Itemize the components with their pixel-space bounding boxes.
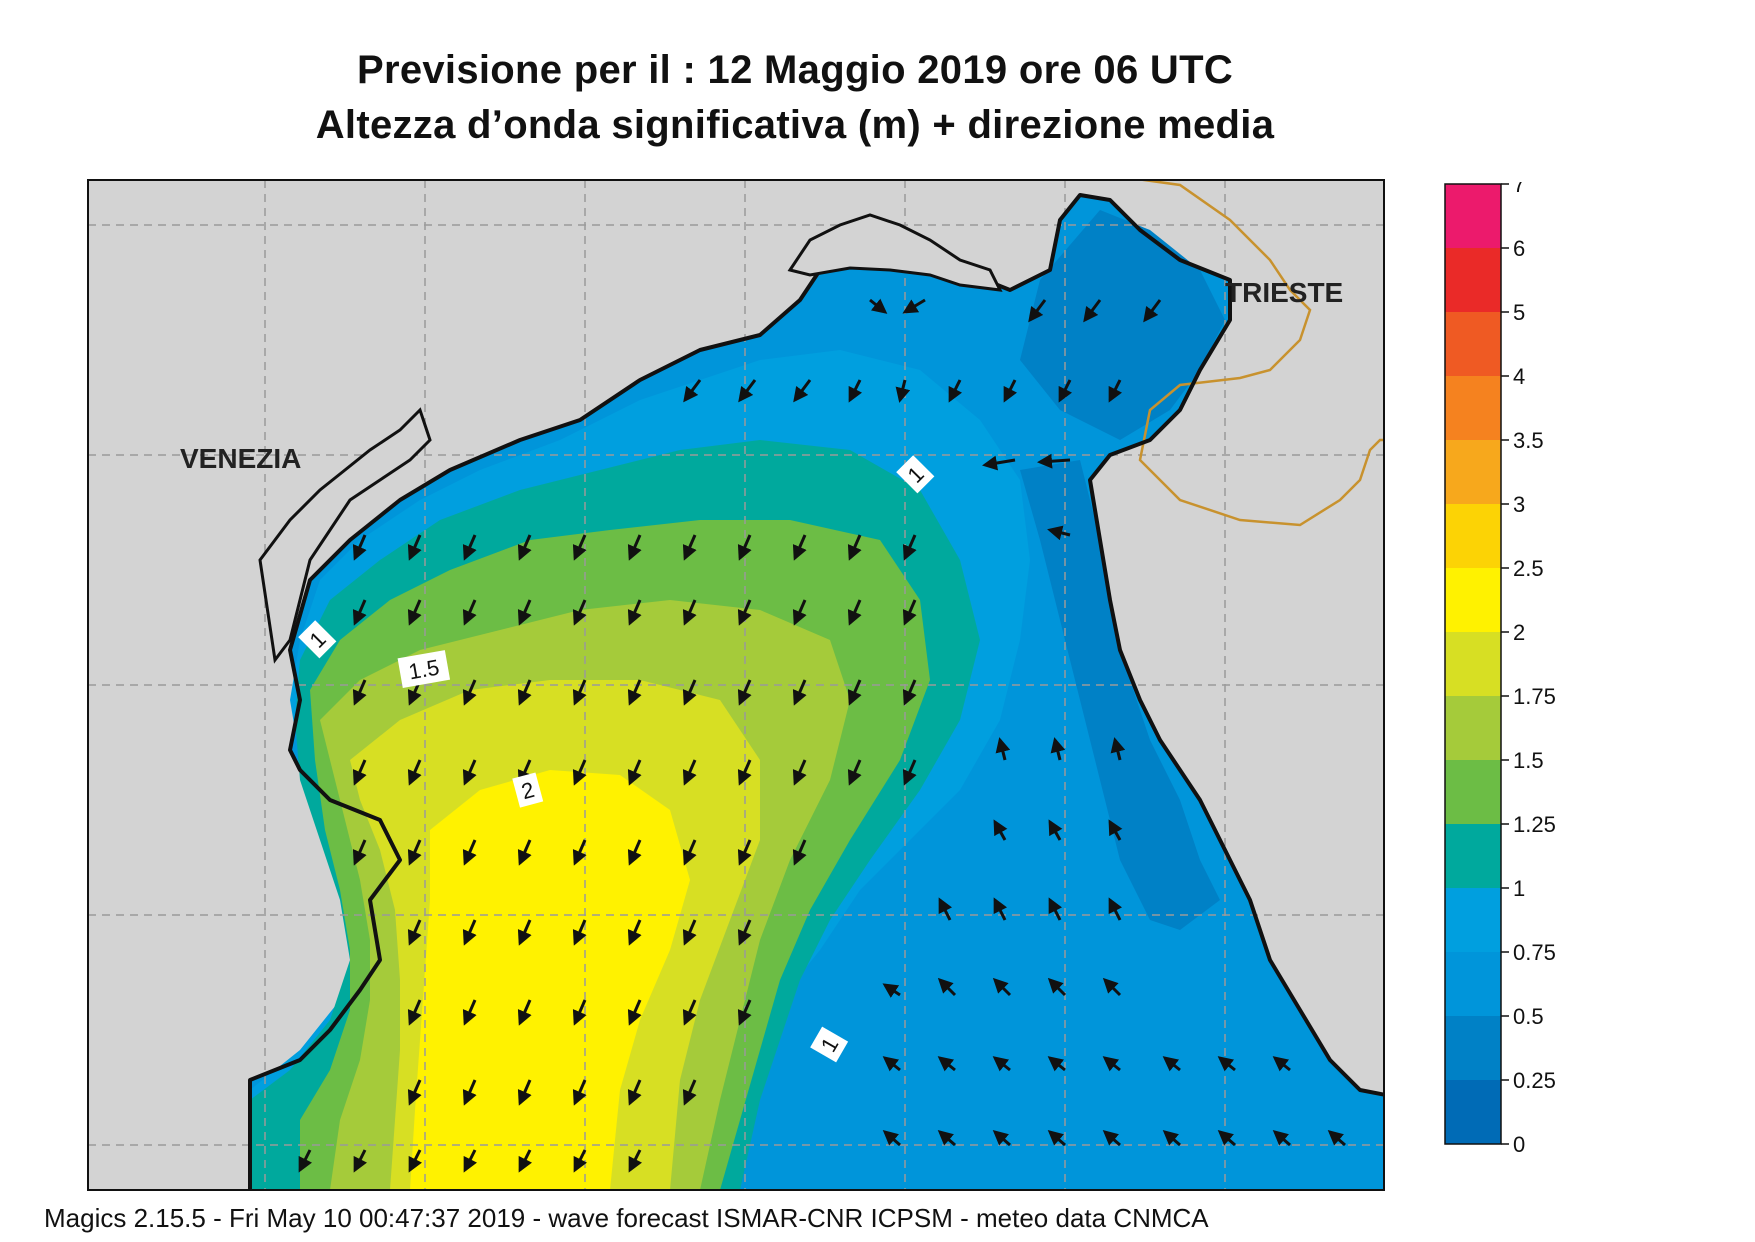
colorbar-swatch (1445, 1016, 1501, 1081)
city-label-trieste: TRIESTE (1225, 277, 1343, 308)
colorbar-swatch (1445, 824, 1501, 889)
city-label-venezia: VENEZIA (180, 443, 301, 474)
colorbar-tick-label: 0 (1513, 1132, 1525, 1157)
colorbar-tick-label: 4 (1513, 364, 1525, 389)
colorbar-swatch (1445, 184, 1501, 249)
colorbar-tick-label: 1.25 (1513, 812, 1556, 837)
colorbar-legend: 7 6 5 4 3.5 3 2.5 2 1.75 1.5 1.25 1 0.75 0.5 0.25 0 (1444, 182, 1556, 1157)
sea-band-200 (410, 770, 690, 1190)
colorbar-swatch (1445, 632, 1501, 697)
colorbar-swatch (1445, 312, 1501, 377)
map-subtitle: Altezza d’onda significativa (m) + direz… (315, 103, 1275, 147)
colorbar-tick-label: 2 (1513, 620, 1525, 645)
colorbar-swatch (1445, 760, 1501, 825)
colorbar-swatch (1445, 504, 1501, 569)
sea-band-025 (1020, 210, 1225, 440)
wave-direction-arrows (298, 298, 1346, 1173)
colorbar-swatch (1445, 248, 1501, 313)
map-frame (87, 179, 1385, 1191)
colorbar-tick-label: 3 (1513, 492, 1525, 517)
colorbar-tick-label: 0.25 (1513, 1068, 1556, 1093)
colorbar-swatch (1445, 440, 1501, 505)
colorbar-swatch (1445, 568, 1501, 633)
colorbar-tick-label: 3.5 (1513, 428, 1544, 453)
colorbar-tick-label: 7 (1513, 182, 1525, 197)
footer-credits: Magics 2.15.5 - Fri May 10 00:47:37 2019… (44, 1203, 1209, 1233)
map-title: Previsione per il : 12 Maggio 2019 ore 0… (356, 48, 1234, 92)
colorbar-swatch (1445, 952, 1501, 1017)
colorbar-tick-label: 1.75 (1513, 684, 1556, 709)
lagoon-islands (258, 407, 432, 664)
colorbar-tick-label: 0.75 (1513, 940, 1556, 965)
wave-height-map: VENEZIA TRIESTE 1 1.5 2 1 1 (87, 179, 1385, 1191)
colorbar-swatch (1445, 376, 1501, 441)
colorbar-tick-label: 1 (1513, 876, 1525, 901)
colorbar-swatch (1445, 696, 1501, 761)
colorbar-tick-label: 1.5 (1513, 748, 1544, 773)
coastline (248, 193, 1384, 1190)
colorbar-tick-label: 2.5 (1513, 556, 1544, 581)
colorbar-swatch (1445, 1080, 1501, 1145)
border-line (1135, 180, 1384, 527)
colorbar-tick-label: 5 (1513, 300, 1525, 325)
colorbar-swatch (1445, 888, 1501, 953)
contour-label: 1.5 (407, 655, 441, 685)
colorbar-tick-label: 0.5 (1513, 1004, 1544, 1029)
colorbar-tick-label: 6 (1513, 236, 1525, 261)
trieste-gulf-land (787, 213, 1003, 292)
sea-band-025b (1020, 460, 1220, 930)
